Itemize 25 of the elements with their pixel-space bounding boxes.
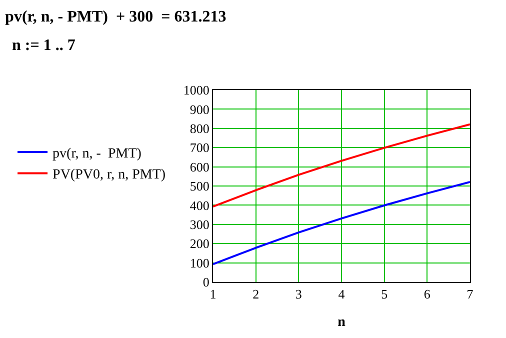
x-tick-label: 4 xyxy=(338,286,346,302)
chart-title: pv(r, n, - PMT) + 300 = 631.213 xyxy=(5,8,226,26)
y-tick-label: 1000 xyxy=(183,82,210,98)
text: n := 1 .. 7 xyxy=(12,37,76,54)
x-tick-label: 3 xyxy=(295,286,302,302)
x-axis-title: n xyxy=(338,314,346,330)
y-tick-label: 300 xyxy=(190,216,210,232)
y-tick-label: 900 xyxy=(190,102,210,117)
y-tick-label: 700 xyxy=(190,140,210,156)
x-tick-label: 6 xyxy=(424,286,431,302)
y-tick-label: 0 xyxy=(202,274,210,290)
y-tick-label: 400 xyxy=(190,198,210,213)
x-tick-label: 7 xyxy=(466,286,474,302)
y-tick-label: 100 xyxy=(190,255,210,270)
legend-label: PV(PV0, r, n, PMT) xyxy=(52,168,166,183)
y-tick-label: 600 xyxy=(190,159,210,174)
x-tick-label: 2 xyxy=(252,286,260,302)
line-series xyxy=(213,180,470,266)
y-tick-label: 500 xyxy=(190,178,210,194)
x-tick-label: 5 xyxy=(381,286,388,302)
legend-label: pv(r, n, - PMT) xyxy=(52,146,142,162)
y-tick-label: 200 xyxy=(190,236,210,252)
y-tick-label: 800 xyxy=(190,120,210,136)
x-tick-label: 1 xyxy=(210,286,216,302)
line-series xyxy=(213,123,470,208)
